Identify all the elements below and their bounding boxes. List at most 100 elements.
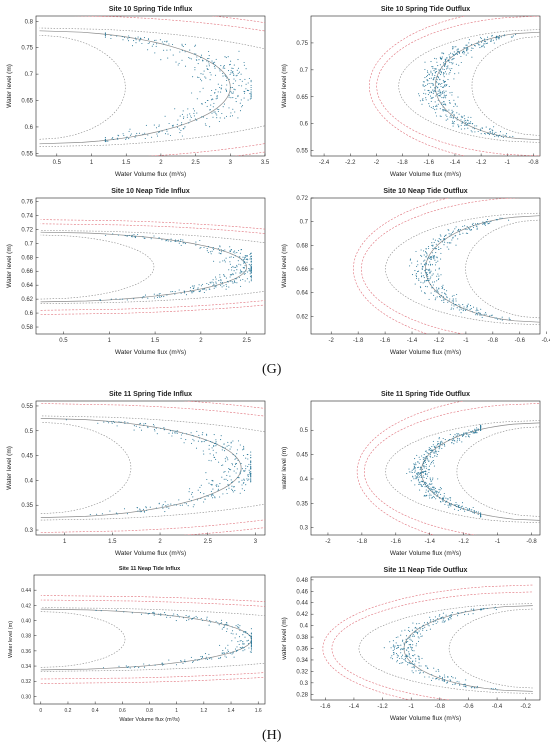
data-point (113, 138, 115, 141)
x-tick-label: 1 (108, 338, 112, 344)
x-tick-label: -1 (409, 704, 415, 710)
data-point (451, 440, 453, 442)
data-point (220, 435, 222, 437)
data-point (156, 43, 158, 45)
data-point (106, 420, 108, 423)
data-point (223, 652, 225, 654)
data-point (176, 613, 178, 616)
data-point (409, 265, 411, 267)
data-point (209, 281, 211, 283)
data-point (451, 612, 453, 614)
data-point (414, 467, 416, 469)
data-point (232, 72, 234, 74)
data-point (441, 294, 443, 296)
data-point (216, 96, 218, 98)
data-point (480, 36, 482, 38)
data-point (439, 115, 441, 117)
data-point (469, 229, 471, 231)
data-point (201, 283, 203, 285)
data-point (210, 99, 213, 101)
data-point (435, 80, 437, 83)
data-point (418, 482, 420, 484)
data-point (428, 247, 430, 249)
data-point (250, 465, 252, 468)
data-point (440, 239, 442, 241)
data-point (472, 225, 474, 227)
data-point (181, 135, 183, 137)
data-point (164, 501, 166, 503)
data-point (432, 281, 434, 283)
model-curve (40, 231, 248, 303)
data-point (192, 438, 194, 440)
data-point (232, 108, 234, 110)
data-point (419, 671, 421, 673)
data-point (144, 294, 147, 296)
data-point (163, 296, 165, 298)
data-point (412, 476, 414, 478)
data-point (153, 611, 155, 613)
data-point (461, 612, 463, 614)
data-point (476, 228, 478, 230)
data-point (164, 40, 166, 42)
data-point (409, 656, 411, 658)
data-point (431, 483, 433, 485)
data-point (434, 57, 436, 59)
data-point (126, 299, 128, 301)
data-point (218, 120, 220, 123)
data-point (462, 310, 464, 312)
x-tick-label: -0.4 (542, 338, 550, 344)
data-point (477, 429, 479, 431)
data-point (405, 660, 407, 663)
data-point (448, 248, 450, 250)
data-point (499, 131, 502, 133)
data-point (428, 465, 430, 467)
data-point (424, 293, 426, 295)
data-point (508, 317, 510, 319)
data-point (480, 512, 482, 514)
data-point (470, 608, 472, 610)
data-point (437, 443, 439, 445)
data-point (230, 72, 232, 74)
data-point (241, 488, 243, 490)
data-point (464, 614, 466, 616)
data-point (155, 39, 157, 41)
data-point (420, 263, 422, 265)
data-point (212, 62, 214, 64)
data-point (166, 239, 168, 241)
data-point (240, 272, 242, 274)
data-point (455, 300, 457, 302)
data-point (433, 488, 435, 490)
data-point (236, 69, 238, 71)
data-point (130, 133, 132, 135)
data-point (434, 74, 436, 77)
y-tick-label: 0.4 (25, 478, 34, 484)
data-point (133, 236, 135, 238)
data-point (140, 429, 143, 431)
data-point (160, 614, 162, 616)
data-point (206, 105, 208, 107)
data-point (435, 291, 437, 293)
data-point (192, 76, 194, 78)
data-point (423, 484, 425, 486)
data-point (449, 72, 451, 74)
data-point (161, 41, 163, 43)
data-point (438, 246, 440, 248)
data-point (430, 77, 432, 79)
data-point (431, 489, 433, 491)
data-point (433, 459, 435, 462)
data-point (446, 498, 448, 500)
data-point (429, 261, 431, 263)
data-point (481, 39, 483, 41)
data-point (440, 258, 442, 260)
data-point (104, 137, 106, 139)
data-point (223, 443, 225, 445)
data-point (250, 270, 252, 272)
data-point (452, 48, 454, 50)
data-point (458, 504, 460, 506)
data-point (224, 623, 226, 625)
data-point (443, 674, 445, 676)
data-point (215, 284, 217, 286)
data-point (118, 665, 120, 667)
data-point (117, 138, 119, 140)
data-point (213, 260, 215, 262)
